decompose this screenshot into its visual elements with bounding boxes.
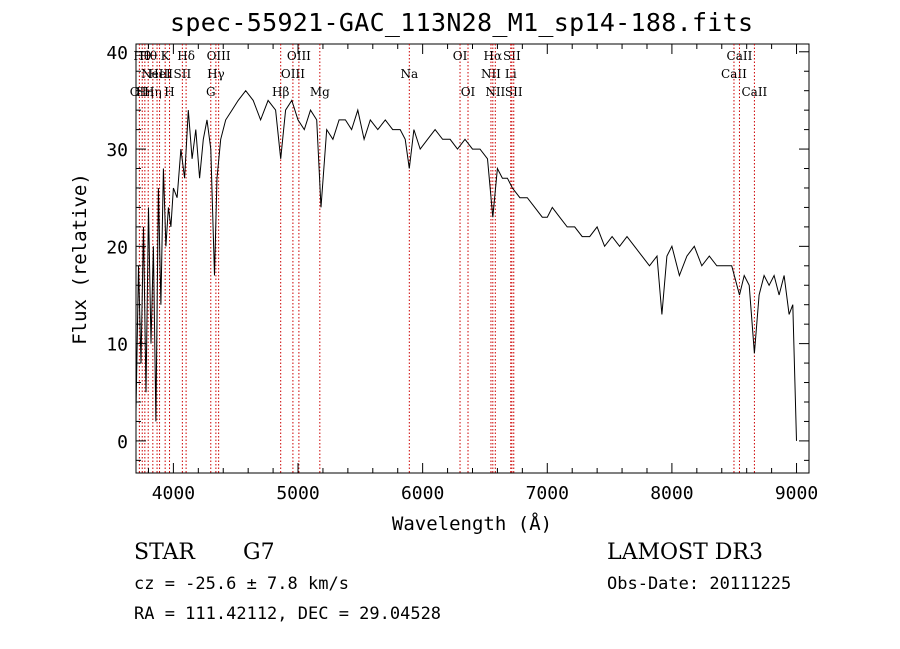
x-tick-label: 5000: [276, 483, 319, 504]
line-marker-label: NII: [481, 67, 501, 81]
line-marker-label: Hβ: [272, 85, 289, 99]
line-marker-label: Hδ: [177, 49, 195, 63]
x-tick-label: 9000: [775, 483, 818, 504]
y-tick-label: 40: [106, 43, 128, 64]
observation-date: Obs-Date: 20111225: [607, 574, 792, 594]
chart-title: spec-55921-GAC_113N28_M1_sp14-188.fits: [170, 8, 754, 37]
line-marker-label: CaII: [727, 49, 753, 63]
emission-line-markers: OIIHθHηHθHηNeIIIHeIKHSIIHδGHγOIIIHβOIIIO…: [130, 44, 768, 473]
line-marker-label: Li: [505, 67, 517, 81]
object-subclass: G7: [243, 540, 275, 565]
line-marker-label: H: [164, 85, 174, 99]
line-marker-label: SII: [174, 67, 192, 81]
line-marker-label: Mg: [310, 85, 330, 99]
line-marker-label: OIII: [287, 49, 311, 63]
spectrum-series: [135, 89, 797, 441]
line-marker-label: Hα: [484, 49, 503, 63]
line-marker-label: Na: [400, 67, 418, 81]
line-marker-label: CaII: [721, 67, 747, 81]
line-marker-label: Hγ: [207, 67, 225, 81]
object-class: STAR: [134, 540, 195, 565]
y-tick-label: 0: [117, 432, 128, 453]
y-tick-label: 10: [106, 335, 128, 356]
y-axis-ticks: 0 10 20 30 40: [106, 43, 809, 461]
line-marker-label: Hη: [136, 85, 154, 99]
line-marker-label: SII: [503, 49, 521, 63]
line-marker-label: OI: [453, 49, 468, 63]
line-marker-label: OII: [130, 85, 150, 99]
line-marker-label: OI: [461, 85, 476, 99]
line-marker-label: HeI: [148, 67, 171, 81]
line-marker-label: G: [206, 85, 216, 99]
line-marker-label: Hη: [144, 85, 162, 99]
survey-name: LAMOST DR3: [607, 540, 763, 565]
y-tick-label: 20: [106, 237, 128, 258]
x-tick-label: 6000: [401, 483, 444, 504]
coordinates-readout: RA = 111.42112, DEC = 29.04528: [134, 604, 442, 624]
x-tick-label: 4000: [152, 483, 195, 504]
line-marker-label: K: [161, 49, 171, 63]
x-axis-ticks: 4000 5000 6000 7000 8000 9000: [147, 44, 818, 504]
line-marker-label: OIII: [207, 49, 231, 63]
line-marker-label: Hθ: [133, 49, 151, 63]
x-tick-label: 7000: [526, 483, 569, 504]
line-marker-label: SII: [505, 85, 523, 99]
line-marker-label: OIII: [281, 67, 305, 81]
line-marker-label: NII: [485, 85, 505, 99]
spectrum-line: [135, 89, 797, 441]
y-axis-label: Flux (relative): [69, 173, 91, 345]
redshift-readout: cz = -25.6 ± 7.8 km/s: [134, 574, 349, 594]
line-marker-label: CaII: [741, 85, 767, 99]
y-tick-label: 30: [106, 140, 128, 161]
line-marker-label: Hθ: [139, 49, 157, 63]
x-tick-label: 8000: [650, 483, 693, 504]
line-marker-label: NeIII: [141, 67, 173, 81]
x-axis-label: Wavelength (Å): [392, 512, 552, 535]
